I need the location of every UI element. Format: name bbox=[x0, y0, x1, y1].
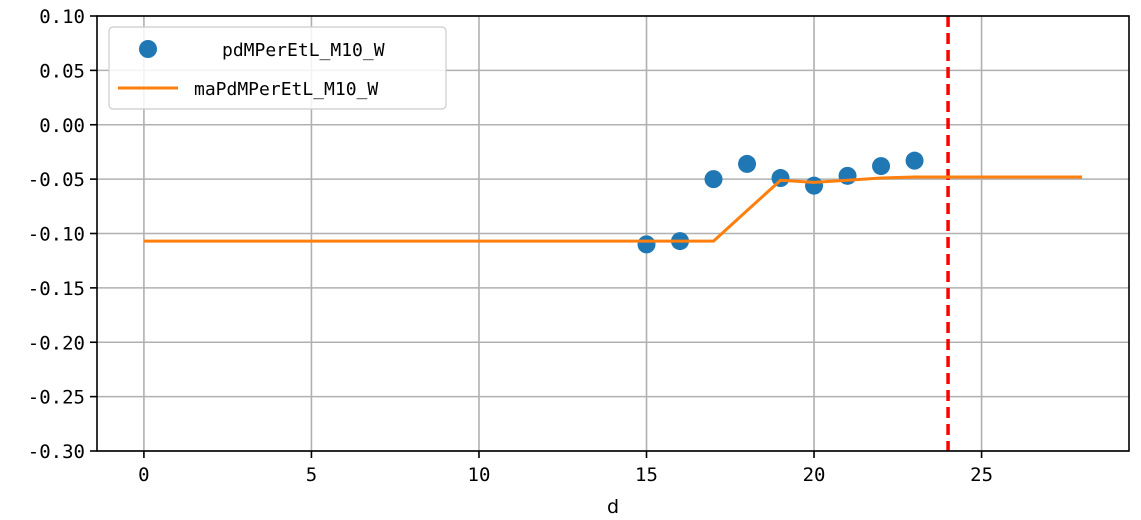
legend-label-maPdMPerEtL_M10_W: maPdMPerEtL_M10_W bbox=[194, 79, 378, 100]
plot-series bbox=[143, 151, 1083, 254]
x-tick-label: 20 bbox=[803, 464, 826, 486]
y-tick-label: -0.20 bbox=[28, 332, 85, 354]
y-tick-label: 0.05 bbox=[39, 60, 85, 82]
y-tick-label: -0.25 bbox=[28, 387, 85, 409]
y-tick-label: -0.05 bbox=[28, 169, 85, 191]
data-point bbox=[704, 170, 723, 189]
x-tick-label: 10 bbox=[468, 464, 491, 486]
legend-marker-pdMPerEtL_M10_W bbox=[139, 40, 157, 58]
y-tick-label: -0.30 bbox=[28, 441, 85, 463]
data-point bbox=[905, 151, 924, 170]
y-tick-label: -0.10 bbox=[28, 224, 85, 246]
legend: pdMPerEtL_M10_W maPdMPerEtL_M10_W bbox=[108, 26, 447, 110]
data-point bbox=[838, 166, 857, 185]
ticks: 0 5 10 15 20 25 0.10 0.05 0.00 -0.05 -0.10 -0.15 -0.… bbox=[28, 6, 993, 486]
x-tick-label: 15 bbox=[635, 464, 658, 486]
x-tick-label: 25 bbox=[970, 464, 993, 486]
data-point bbox=[738, 154, 757, 173]
data-point bbox=[872, 157, 891, 176]
x-tick-label: 5 bbox=[306, 464, 317, 486]
series-line-maPdMPerEtL_M10_W bbox=[143, 175, 1083, 243]
grid bbox=[97, 15, 1129, 452]
y-tick-label: 0.00 bbox=[39, 115, 85, 137]
y-tick-label: 0.10 bbox=[39, 6, 85, 28]
legend-box bbox=[108, 26, 447, 110]
legend-label-pdMPerEtL_M10_W: pdMPerEtL_M10_W bbox=[222, 40, 385, 61]
x-axis-label: d bbox=[607, 496, 619, 518]
data-point bbox=[805, 176, 824, 195]
x-tick-label: 0 bbox=[138, 464, 149, 486]
data-point bbox=[637, 235, 656, 254]
y-tick-label: -0.15 bbox=[28, 278, 85, 300]
